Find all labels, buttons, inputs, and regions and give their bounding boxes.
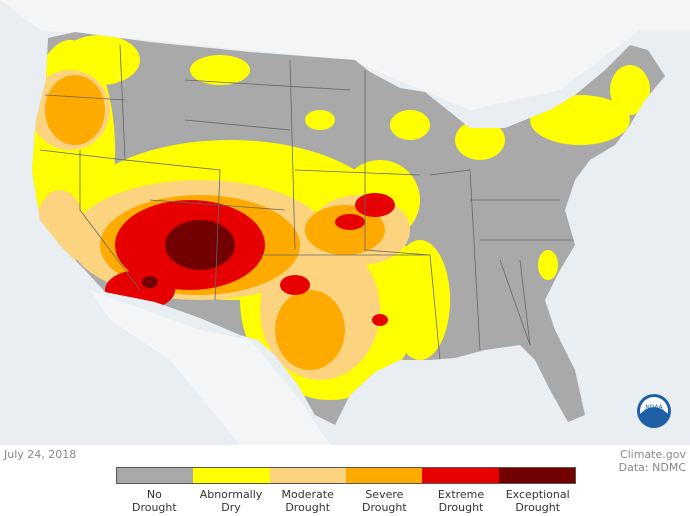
credit-source: Climate.gov [619, 448, 686, 461]
legend-label-moderate: Moderate Drought [281, 488, 334, 514]
credit-data: Data: NDMC [618, 461, 686, 474]
legend: No Drought Abnormally Dry Moderate Drought … [116, 467, 576, 514]
legend-swatch-severe [345, 468, 423, 483]
drought-map: NOAA [0, 0, 690, 445]
svg-text:NOAA: NOAA [645, 404, 663, 411]
map-date: July 24, 2018 [4, 448, 77, 461]
legend-label-extreme: Extreme Drought [437, 488, 485, 514]
state-borders [39, 44, 575, 361]
legend-swatch-extreme [422, 468, 499, 483]
legend-swatch-no-drought [117, 468, 194, 483]
legend-swatch-moderate [269, 468, 346, 483]
legend-swatch-abnormally-dry [193, 468, 270, 483]
noaa-logo: NOAA [637, 394, 671, 428]
legend-label-exceptional: Exceptional Drought [505, 488, 570, 514]
legend-label-abnormally-dry: Abnormally Dry [199, 488, 263, 514]
legend-swatch-exceptional [498, 468, 575, 483]
legend-label-severe: Severe Drought [361, 488, 407, 514]
neighbor-land [0, 0, 690, 445]
legend-color-bar [116, 467, 576, 484]
legend-label-no-drought: No Drought [131, 488, 177, 514]
credit: Climate.gov Data: NDMC [619, 448, 686, 474]
